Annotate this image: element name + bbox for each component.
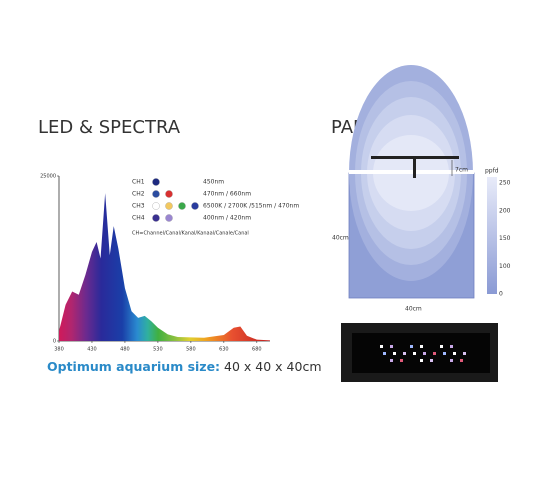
colorbar [487,177,497,294]
x-tick-label: 430 [87,347,97,353]
x-tick-label: 580 [186,347,196,353]
led [463,352,466,355]
gap-label: 7cm [455,167,468,174]
scale-label: 0 [499,291,503,298]
channel-dot [191,202,199,210]
scale-label: 150 [499,235,511,242]
x-tick-label: 630 [219,347,229,353]
led [443,352,446,355]
tank-top [349,170,474,174]
channel-dot [152,202,160,210]
caption-bold: Optimum aquarium size: [47,359,220,374]
lamp-leg [413,159,416,178]
led-array [380,345,466,362]
led [390,345,393,348]
led [423,352,426,355]
channel-dot [152,190,160,198]
channel-text: 400nm / 420nm [203,215,251,222]
lamp [371,156,459,159]
x-tick-label: 530 [153,347,163,353]
led [433,352,436,355]
led [390,359,393,362]
channel-text: 6500K / 2700K /515nm / 470nm [203,203,299,210]
scale-unit: ppfd [485,168,499,175]
channel-dot [178,202,186,210]
channel-text: 470nm / 660nm [203,191,251,198]
led [453,352,456,355]
led [383,352,386,355]
led [430,359,433,362]
led-panel [352,333,490,373]
channel-dot [152,214,160,222]
scale-label: 250 [499,180,511,187]
x-tick-label: 380 [54,347,64,353]
width-label: 40cm [405,306,422,313]
y-tick-label: 0 [53,339,56,345]
led [410,345,413,348]
led [420,345,423,348]
channel-dot [165,202,173,210]
led [400,359,403,362]
caption-rest: 40 x 40 x 40cm [224,359,321,374]
led [450,345,453,348]
led [413,352,416,355]
y-tick-label: 25000 [40,174,56,180]
height-label: 40cm [332,235,349,242]
caption: Optimum aquarium size: 40 x 40 x 40cm [47,359,322,374]
scale-label: 100 [499,263,511,270]
channel-dot [165,190,173,198]
led [403,352,406,355]
spectrum-area [59,193,270,341]
led [420,359,423,362]
heading: LED & SPECTRA [38,117,181,138]
scale-label: 200 [499,207,511,214]
channel-label: CH4 [132,215,145,222]
x-tick-label: 480 [120,347,130,353]
led [440,345,443,348]
channel-dot [152,178,160,186]
channel-label: CH3 [132,203,145,210]
channel-label: CH1 [132,179,145,186]
channel-text: 450nm [203,179,224,186]
x-tick-label: 680 [252,347,262,353]
channel-dot [165,214,173,222]
led [460,359,463,362]
led [450,359,453,362]
channel-note: CH=Channel/Canal/Kanal/Kanaal/Canale/Can… [132,231,249,237]
led [393,352,396,355]
led [380,345,383,348]
channel-label: CH2 [132,191,145,198]
